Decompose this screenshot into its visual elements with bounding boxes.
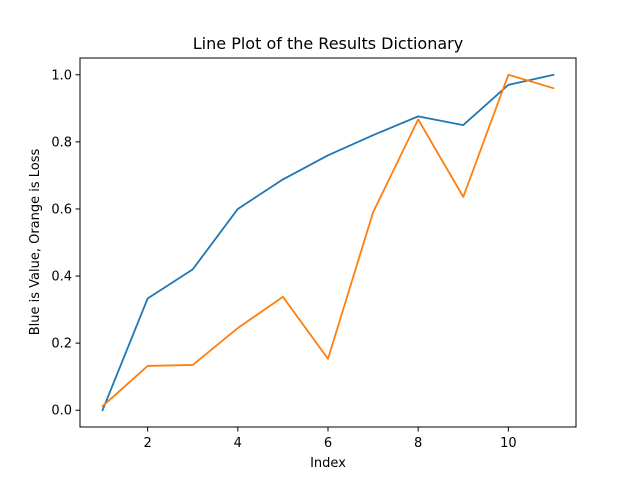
x-tick-label: 6 xyxy=(324,436,332,451)
y-tick-label: 0.0 xyxy=(51,404,72,419)
y-tick-label: 0.8 xyxy=(51,135,72,150)
x-tick-label: 10 xyxy=(500,436,517,451)
x-tick-label: 2 xyxy=(143,436,151,451)
chart-title: Line Plot of the Results Dictionary xyxy=(193,34,463,53)
y-tick-label: 0.4 xyxy=(51,270,72,285)
y-axis-label: Blue is Value, Orange is Loss xyxy=(28,148,43,335)
x-axis-label: Index xyxy=(310,456,346,471)
x-tick-label: 8 xyxy=(414,436,422,451)
y-tick-label: 0.2 xyxy=(51,337,72,352)
x-tick-label: 4 xyxy=(234,436,242,451)
series-line-2 xyxy=(101,73,555,408)
y-tick-label: 1.0 xyxy=(51,68,72,83)
series-line-1 xyxy=(101,73,555,412)
y-tick-label: 0.6 xyxy=(51,202,72,217)
plot-frame xyxy=(79,57,577,428)
plot-area: 2 4 6 8 10 0.0 0.2 0.4 0.6 0.8 1.0 xyxy=(51,57,577,451)
